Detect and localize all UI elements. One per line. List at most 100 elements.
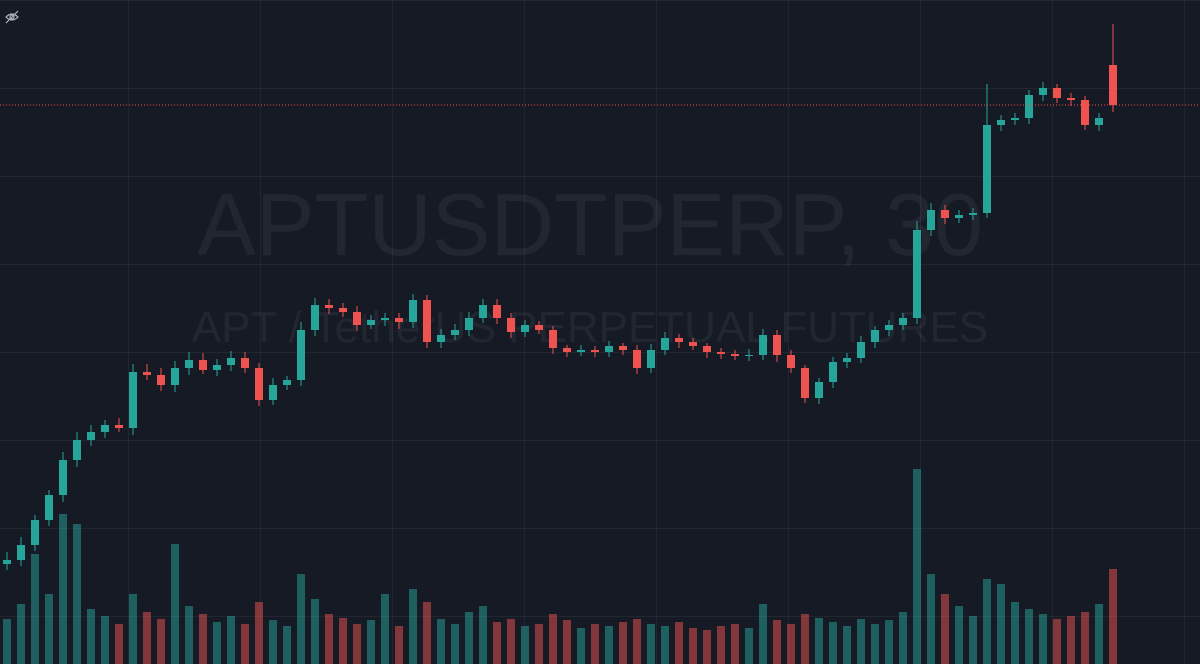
volume-bar bbox=[437, 619, 445, 664]
volume-bar bbox=[1067, 616, 1075, 664]
volume-bar bbox=[983, 579, 991, 664]
candle-body bbox=[815, 382, 823, 398]
candle-body bbox=[647, 350, 655, 368]
volume-bar bbox=[759, 604, 767, 664]
candle-body bbox=[143, 372, 151, 375]
volume-bar bbox=[199, 614, 207, 664]
candle-body bbox=[1025, 95, 1033, 118]
candle-body bbox=[521, 325, 529, 332]
volume-bar bbox=[367, 620, 375, 664]
candle-body bbox=[1109, 65, 1117, 105]
candle-body bbox=[185, 360, 193, 368]
candle-body bbox=[213, 365, 221, 370]
candle-body bbox=[101, 425, 109, 432]
candle-body bbox=[955, 215, 963, 218]
volume-bar bbox=[325, 614, 333, 664]
candle-body bbox=[871, 330, 879, 342]
volume-bar bbox=[283, 626, 291, 664]
candle-body bbox=[801, 368, 809, 398]
candle-body bbox=[969, 213, 977, 215]
candle-body bbox=[3, 560, 11, 564]
candle-body bbox=[773, 335, 781, 355]
volume-bar bbox=[619, 622, 627, 664]
volume-bar bbox=[661, 626, 669, 664]
volume-bar bbox=[297, 574, 305, 664]
volume-bar bbox=[955, 606, 963, 664]
candle-body bbox=[535, 325, 543, 330]
volume-bar bbox=[451, 624, 459, 664]
volume-bar bbox=[213, 622, 221, 664]
candle-body bbox=[255, 368, 263, 400]
volume-bar bbox=[941, 594, 949, 664]
volume-bar bbox=[871, 624, 879, 664]
candle-body bbox=[325, 305, 333, 308]
candle-body bbox=[787, 355, 795, 368]
candle-body bbox=[59, 460, 67, 495]
candle-body bbox=[577, 350, 585, 352]
volume-bar bbox=[801, 614, 809, 664]
candle-body bbox=[983, 125, 991, 213]
volume-bar bbox=[465, 612, 473, 664]
candle-body bbox=[493, 305, 501, 318]
candle-body bbox=[339, 308, 347, 312]
volume-bar bbox=[1053, 619, 1061, 664]
eye-slash bbox=[5, 10, 19, 24]
volume-bar bbox=[269, 620, 277, 664]
volume-bar bbox=[311, 599, 319, 664]
volume-bar bbox=[633, 619, 641, 664]
volume-bar bbox=[339, 618, 347, 664]
candle-body bbox=[73, 440, 81, 460]
candle-body bbox=[157, 375, 165, 385]
candle-body bbox=[703, 346, 711, 352]
volume-bar bbox=[843, 626, 851, 664]
volume-bar bbox=[395, 626, 403, 664]
candle-body bbox=[997, 120, 1005, 125]
candle-body bbox=[507, 318, 515, 332]
candle-body bbox=[745, 355, 753, 356]
candle-body bbox=[1095, 118, 1103, 125]
volume-bar bbox=[913, 469, 921, 664]
candle-body bbox=[857, 342, 865, 358]
volume-bar bbox=[241, 624, 249, 664]
volume-bar bbox=[717, 626, 725, 664]
volume-bar bbox=[731, 624, 739, 664]
volume-bar bbox=[591, 624, 599, 664]
candle-body bbox=[661, 338, 669, 350]
candle-body bbox=[227, 358, 235, 365]
volume-bar bbox=[381, 594, 389, 664]
volume-bar bbox=[409, 589, 417, 664]
candle-body bbox=[619, 346, 627, 350]
candle-body bbox=[311, 305, 319, 330]
candle-body bbox=[45, 495, 53, 520]
volume-bar bbox=[255, 602, 263, 664]
volume-bar bbox=[535, 624, 543, 664]
candle-body bbox=[353, 312, 361, 325]
volume-bar bbox=[927, 574, 935, 664]
candle-body bbox=[1081, 100, 1089, 125]
candle-body bbox=[199, 360, 207, 370]
candle-body bbox=[479, 305, 487, 318]
candle-body bbox=[381, 318, 389, 320]
volume-bar bbox=[423, 602, 431, 664]
watermark-symbol: APTUSDTPERP, 30 bbox=[197, 175, 983, 274]
volume-bar bbox=[857, 619, 865, 664]
volume-bar bbox=[157, 619, 165, 664]
volume-bar bbox=[1109, 569, 1117, 664]
volume-bar bbox=[997, 584, 1005, 664]
volume-bar bbox=[885, 620, 893, 664]
volume-bar bbox=[605, 626, 613, 664]
volume-bar bbox=[521, 626, 529, 664]
hide-icon[interactable] bbox=[5, 10, 19, 24]
candle-body bbox=[563, 348, 571, 352]
volume-bar bbox=[815, 618, 823, 664]
candle-body bbox=[115, 425, 123, 428]
volume-bar bbox=[17, 604, 25, 664]
candle-body bbox=[241, 358, 249, 368]
volume-bar bbox=[899, 612, 907, 664]
candle-body bbox=[451, 330, 459, 335]
candle-body bbox=[437, 335, 445, 342]
volume-bar bbox=[479, 606, 487, 664]
candle-body bbox=[87, 432, 95, 440]
candle-body bbox=[171, 368, 179, 385]
